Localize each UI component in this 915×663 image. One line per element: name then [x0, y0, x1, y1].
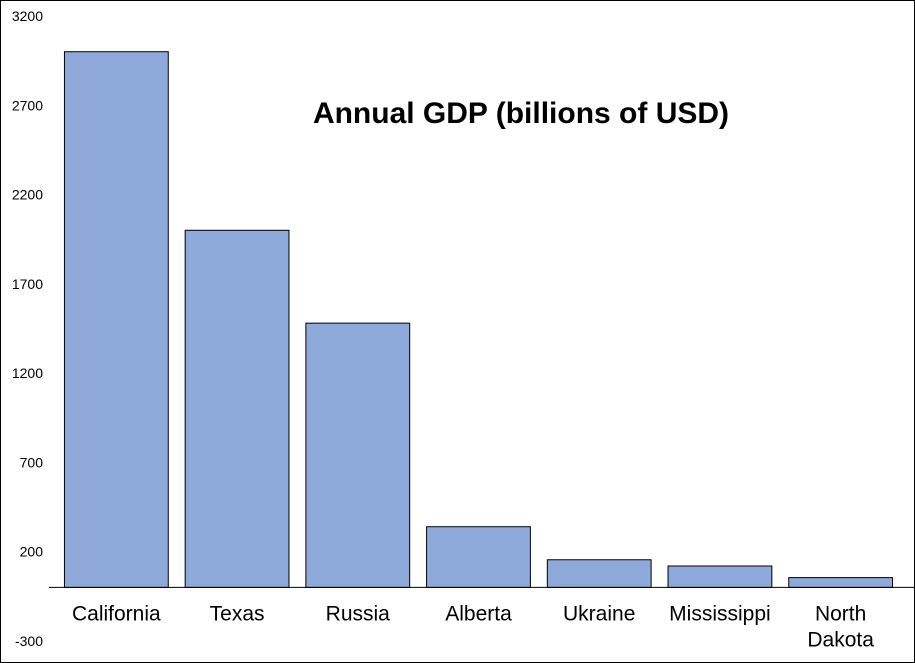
bar-mississippi	[667, 565, 773, 588]
x-category-label: Alberta	[445, 602, 512, 625]
x-category-label: North Dakota	[807, 602, 874, 651]
x-category-label: Russia	[326, 602, 391, 625]
y-tick-label: 1200	[12, 365, 43, 381]
y-tick-label: 700	[20, 454, 44, 470]
bar-california	[63, 51, 169, 588]
bar-russia	[305, 322, 411, 588]
x-category-label: California	[72, 602, 161, 625]
x-category-label: Ukraine	[563, 602, 635, 625]
bar-ukraine	[546, 559, 652, 588]
y-tick-label: 2200	[12, 187, 43, 203]
bar-texas	[184, 229, 290, 588]
bar-alberta	[426, 526, 531, 588]
y-tick-label: 3200	[12, 8, 43, 24]
x-category-label: Mississippi	[669, 602, 771, 625]
bar-north-dakota	[788, 577, 894, 588]
x-category-labels: California Texas Russia Alberta Ukraine Missi…	[72, 602, 874, 651]
y-tick-label: -300	[15, 633, 43, 649]
y-tick-label: 200	[20, 544, 44, 560]
bars	[63, 51, 894, 588]
x-category-label: Texas	[210, 602, 265, 625]
chart-title: Annual GDP (billions of USD)	[313, 97, 729, 130]
y-tick-label: 1700	[12, 276, 43, 292]
y-tick-label: 2700	[12, 97, 43, 113]
y-tick-labels: -300 200 700 1200 1700 2200 2700 3200	[12, 8, 43, 649]
